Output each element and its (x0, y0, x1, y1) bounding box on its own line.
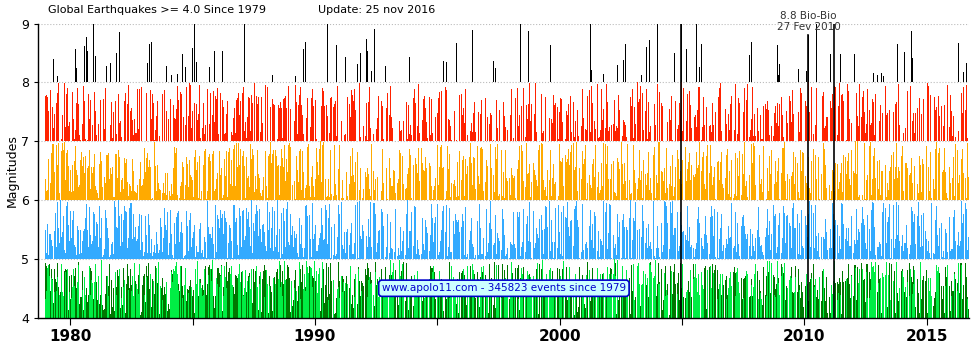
Text: 9.1 Sumatra
26 Dec 2004: 9.1 Sumatra 26 Dec 2004 (0, 349, 1, 350)
Text: Update: 25 nov 2016: Update: 25 nov 2016 (318, 5, 435, 15)
Text: 8.8 Bio-Bio
27 Fev 2010: 8.8 Bio-Bio 27 Fev 2010 (776, 11, 840, 33)
Text: Global Earthquakes >= 4.0 Since 1979: Global Earthquakes >= 4.0 Since 1979 (48, 5, 265, 15)
Text: 9.0 Honshu
11 Mar 2011: 9.0 Honshu 11 Mar 2011 (0, 349, 1, 350)
Y-axis label: Magnitudes: Magnitudes (6, 134, 19, 207)
Text: www.apolo11.com - 345823 events since 1979: www.apolo11.com - 345823 events since 19… (382, 283, 626, 293)
